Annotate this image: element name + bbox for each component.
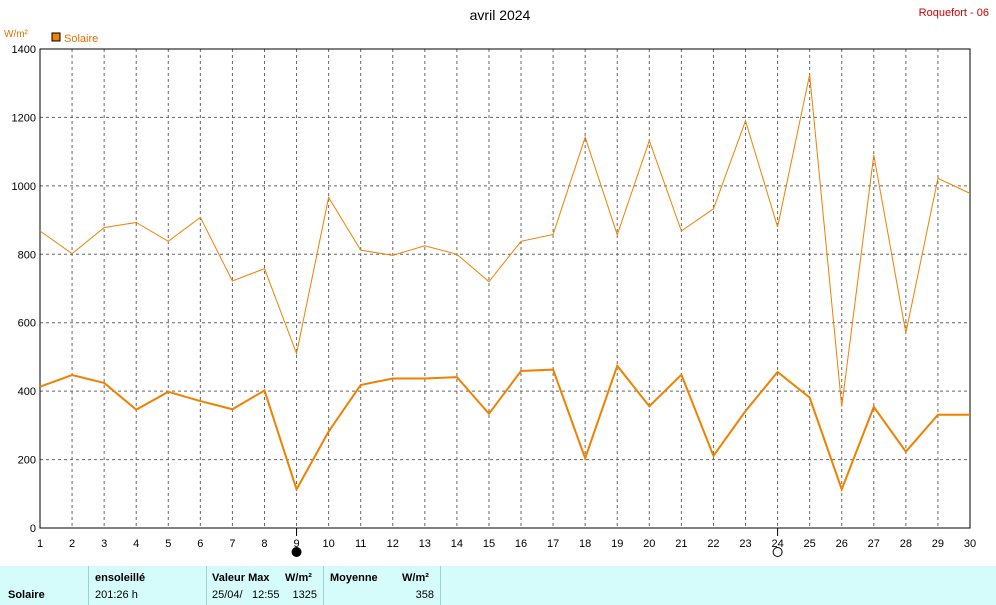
full-moon-icon [772,547,783,557]
x-tick-label: 18 [579,538,591,550]
max-date: 25/04/ [212,589,243,601]
x-tick-label: 27 [868,538,880,550]
x-tick-label: 19 [611,538,623,550]
y-tick-label: 0 [30,523,36,535]
x-tick-label: 5 [165,538,171,550]
summary-divider [323,566,324,605]
y-tick-label: 1200 [12,112,36,124]
x-tick-label: 11 [355,538,366,550]
x-tick-label: 14 [451,538,463,550]
x-tick-label: 24 [771,538,783,550]
series-line-thin [39,74,971,407]
x-tick-label: 6 [197,538,203,550]
max-unit: W/m² [285,572,312,584]
summary-sunshine-cell: ensoleillé 201:26 h [89,566,206,605]
station-name: Roquefort - 06 [919,7,989,19]
avg-unit: W/m² [402,572,429,584]
new-moon-icon [291,547,302,557]
x-tick-label: 12 [387,538,399,550]
x-tick-label: 28 [900,538,912,550]
avg-value: 358 [415,589,434,601]
summary-bar: Solaire ensoleillé 201:26 h Valeur Max W… [0,566,996,605]
y-tick-label: 600 [18,318,36,330]
moon-phase-markers [291,528,783,557]
x-tick-label: 29 [932,538,944,550]
x-tick-label: 25 [804,538,816,550]
summary-label-cell: Solaire [0,566,88,605]
x-tick-label: 2 [69,538,75,550]
x-tick-label: 16 [515,538,527,550]
x-tick-label: 9 [293,538,299,550]
x-tick-label: 7 [229,538,235,550]
y-tick-label: 1400 [12,44,36,56]
chart-title: avril 2024 [470,7,531,23]
x-tick-label: 15 [483,538,495,550]
summary-divider [88,566,89,605]
chart-series [39,74,971,493]
y-axis-unit: W/m² [4,29,29,40]
x-tick-label: 13 [419,538,431,550]
summary-avg-cell: Moyenne W/m² 358 [324,566,440,605]
avg-header: Moyenne [330,572,378,584]
y-tick-label: 400 [18,386,36,398]
y-tick-label: 1000 [12,181,36,193]
x-tick-label: 21 [675,538,687,550]
legend-swatch [51,32,61,42]
series-line-thick [39,363,970,493]
x-tick-label: 30 [964,538,976,550]
max-value: 1325 [292,589,317,601]
summary-divider [440,566,441,605]
x-tick-label: 10 [322,538,334,550]
y-tick-label: 200 [18,455,36,467]
max-header: Valeur Max [212,572,270,584]
x-tick-label: 23 [739,538,751,550]
x-tick-label: 1 [37,538,43,550]
summary-divider [206,566,207,605]
max-time: 12:55 [252,589,280,601]
x-tick-label: 20 [643,538,655,550]
y-tick-label: 800 [18,249,36,261]
sunshine-value: 201:26 h [95,589,138,601]
x-tick-label: 4 [133,538,139,550]
x-tick-label: 17 [547,538,559,550]
x-tick-label: 8 [261,538,267,550]
sunshine-header: ensoleillé [95,572,146,584]
x-tick-label: 3 [101,538,107,550]
x-tick-label: 26 [836,538,848,550]
plot-frame [39,48,971,529]
summary-max-cell: Valeur Max W/m² 25/04/ 12:55 1325 [207,566,323,605]
x-tick-label: 22 [707,538,719,550]
legend-label: Solaire [64,33,98,45]
summary-row-label: Solaire [8,589,45,601]
